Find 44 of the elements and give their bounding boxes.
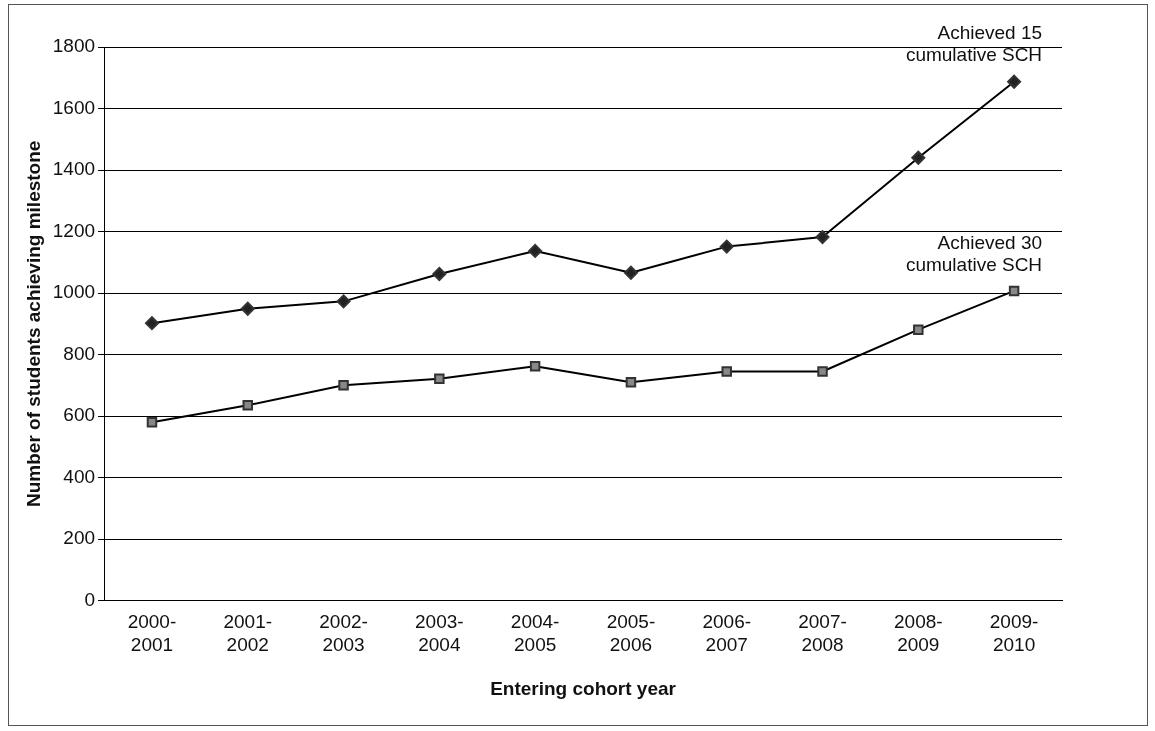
- x-tick-label: 2008- 2009: [894, 611, 943, 656]
- x-axis-title: Entering cohort year: [490, 677, 677, 699]
- y-tick-label: 400: [63, 465, 96, 487]
- point: [911, 150, 926, 165]
- x-tick-label: 2000- 2001: [127, 611, 177, 656]
- annotation: Achieved 15 cumulative SCH: [905, 22, 1043, 66]
- x-tick-label: 2004- 2005: [510, 611, 560, 656]
- point: [528, 243, 543, 258]
- x-tick-label: 2005- 2006: [606, 611, 656, 656]
- annotation: Achieved 30 cumulative SCH: [905, 231, 1043, 275]
- point: [338, 380, 349, 391]
- point: [146, 416, 158, 428]
- point: [913, 324, 924, 335]
- point: [434, 373, 445, 385]
- x-tick-label: 2009- 2010: [989, 611, 1039, 656]
- point: [242, 400, 253, 411]
- point: [432, 266, 447, 281]
- y-tick-label: 600: [63, 404, 96, 426]
- point: [719, 239, 734, 254]
- y-tick-label: 1400: [52, 158, 96, 180]
- point: [336, 294, 351, 309]
- point: [1008, 285, 1020, 297]
- point: [815, 230, 830, 245]
- x-tick-label: 2007- 2008: [798, 611, 847, 656]
- x-tick-label: 2003- 2004: [415, 611, 464, 656]
- y-tick-label: 1800: [52, 35, 96, 57]
- point: [623, 265, 638, 280]
- point: [625, 376, 637, 388]
- y-tick-label: 800: [63, 342, 96, 364]
- point: [240, 301, 255, 316]
- y-tick-label: 1200: [52, 219, 96, 241]
- point: [817, 366, 828, 377]
- x-tick-label: 2001- 2002: [223, 611, 273, 656]
- point: [1007, 74, 1022, 89]
- y-tick-label: 1000: [52, 281, 96, 303]
- y-tick-label: 0: [84, 588, 96, 610]
- point: [529, 361, 541, 372]
- x-tick-label: 2006- 2007: [702, 611, 752, 656]
- point: [144, 316, 159, 331]
- y-tick-label: 1600: [52, 96, 96, 118]
- y-axis-title: Number of students achieving milestone: [22, 140, 44, 507]
- point: [721, 366, 732, 377]
- y-tick-label: 200: [63, 527, 96, 549]
- x-tick-label: 2002- 2003: [319, 611, 368, 656]
